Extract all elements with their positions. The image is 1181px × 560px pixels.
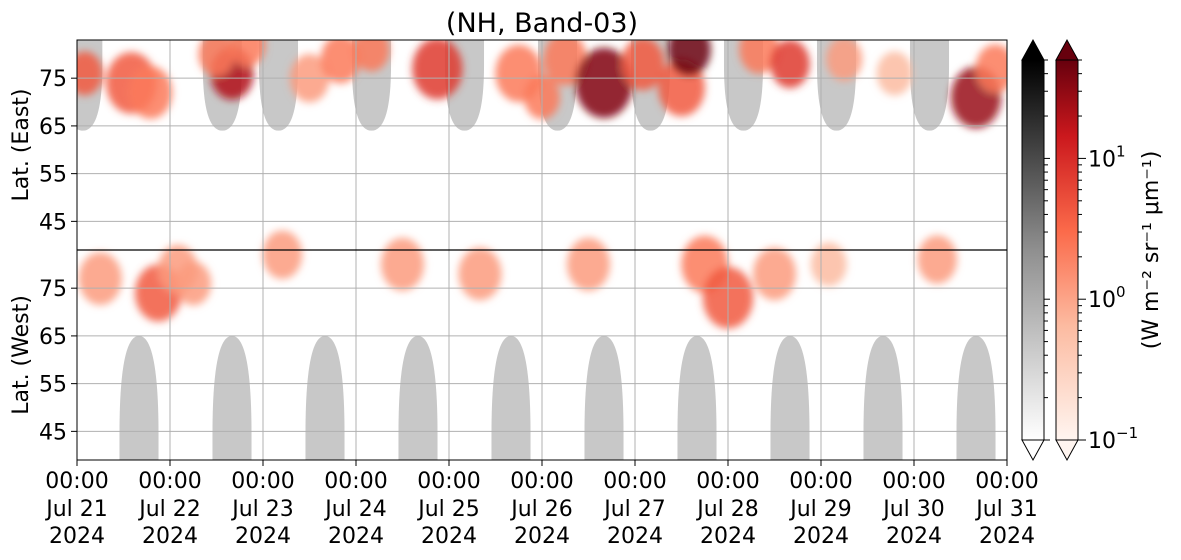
y-tick-label-west-1: 65	[39, 325, 67, 350]
colorbar-tick-label-2: 101	[1088, 142, 1126, 172]
night-lobe-west-6	[677, 335, 717, 460]
night-lobe-west-4	[491, 335, 531, 460]
y-tick-label-east-2: 65	[39, 115, 67, 140]
y-label-west: Lat. (West)	[9, 295, 34, 415]
x-tick-label-8: 00:00 Jul 29 2024	[788, 469, 852, 549]
radiance-blob-9	[229, 40, 266, 67]
colorbar-grey-minor-ticks	[1044, 59, 1050, 441]
radiance-blob-16	[458, 247, 502, 301]
colorbar-reds-ticks: 10−1 100 101	[1078, 59, 1138, 454]
x-tick-label-10: 00:00 Jul 31 2024	[974, 469, 1038, 549]
colorbar-grey	[1021, 38, 1050, 462]
y-tick-label-west-2: 55	[39, 373, 67, 398]
colorbar-reds: 10−1 100 101	[1055, 38, 1138, 462]
x-tick-label-0: 00:00 Jul 21 2024	[44, 469, 108, 549]
radiance-blob-32	[876, 51, 913, 96]
chart-title: (NH, Band-03)	[446, 8, 638, 39]
x-tick-label-6: 00:00 Jul 27 2024	[602, 469, 666, 549]
radiance-blob-3	[129, 66, 173, 119]
radiance-blob-28	[752, 247, 797, 301]
night-lobe-west-5	[584, 335, 624, 460]
x-tick-label-7: 00:00 Jul 28 2024	[695, 469, 759, 549]
x-tick-label-1: 00:00 Jul 22 2024	[137, 469, 201, 549]
radiance-blob-29	[770, 40, 810, 89]
radiance-blob-10	[262, 230, 303, 279]
radiance-blob-0	[77, 51, 103, 96]
colorbar-grey-body	[1021, 59, 1045, 441]
x-tick-label-3: 00:00 Jul 24 2024	[323, 469, 387, 549]
radiance-blob-24	[667, 40, 711, 76]
colorbar-tick-label-0: 10−1	[1088, 424, 1138, 454]
radiance-blob-33	[917, 235, 958, 284]
y-tick-label-east-3: 75	[39, 67, 67, 92]
plot-content	[77, 40, 1007, 460]
night-lobe-east-9	[909, 40, 950, 131]
y-axis-east: 45 55 65 75	[39, 67, 77, 235]
grid-lines	[77, 40, 1007, 460]
radiance-blob-14	[380, 237, 425, 291]
night-lobe-west-3	[398, 335, 438, 460]
radiance-blob-22	[621, 40, 665, 91]
night-lobe-west-0	[119, 335, 159, 460]
colorbar-reds-extend-min	[1055, 439, 1079, 462]
x-tick-label-5: 00:00 Jul 26 2024	[509, 469, 573, 549]
radiance-blob-30	[810, 242, 847, 287]
y-tick-label-west-0: 75	[39, 277, 67, 302]
colorbar-grey-extend-min	[1021, 439, 1045, 462]
x-axis: 00:00 Jul 21 2024 00:00 Jul 22 2024 00:00 Jul 2…	[44, 460, 1039, 549]
colorbar-label: (W m⁻² sr⁻¹ μm⁻¹)	[1139, 151, 1164, 350]
radiance-blob-1	[78, 252, 122, 306]
night-lobe-west-7	[770, 335, 810, 460]
night-lobe-east-2	[258, 40, 299, 131]
radiance-blob-27	[739, 40, 779, 74]
radiance-blob-31	[826, 40, 863, 82]
x-tick-label-2: 00:00 Jul 23 2024	[230, 469, 294, 549]
radiance-blob-20	[575, 47, 633, 119]
night-lobe-west-1	[212, 335, 252, 460]
night-lobe-west-2	[305, 335, 345, 460]
night-lobe-west-8	[863, 335, 903, 460]
night-lobe-west-9	[956, 335, 996, 460]
colorbar-reds-body	[1055, 59, 1079, 441]
y-tick-label-west-3: 45	[39, 420, 67, 445]
y-tick-label-east-1: 55	[39, 163, 67, 188]
radiance-blob-15	[412, 40, 463, 100]
radiance-blob-13	[353, 40, 390, 72]
y-label-east: Lat. (East)	[9, 89, 34, 202]
y-axis-west: 75 65 55 45	[39, 277, 77, 445]
radiance-blob-12	[320, 40, 361, 84]
radiance-blob-8	[198, 40, 235, 77]
colorbar-tick-label-1: 100	[1088, 283, 1126, 313]
x-tick-label-9: 00:00 Jul 30 2024	[881, 469, 945, 549]
colorbar-reds-extend-max	[1055, 38, 1079, 61]
y-tick-label-east-0: 45	[39, 210, 67, 235]
x-tick-label-4: 00:00 Jul 25 2024	[416, 469, 480, 549]
colorbar-grey-extend-max	[1021, 38, 1045, 61]
radiance-blob-21	[566, 237, 611, 291]
radiance-blob-35	[975, 44, 1007, 93]
radiance-blob-6	[175, 261, 212, 306]
radiance-blob-19	[543, 40, 587, 86]
